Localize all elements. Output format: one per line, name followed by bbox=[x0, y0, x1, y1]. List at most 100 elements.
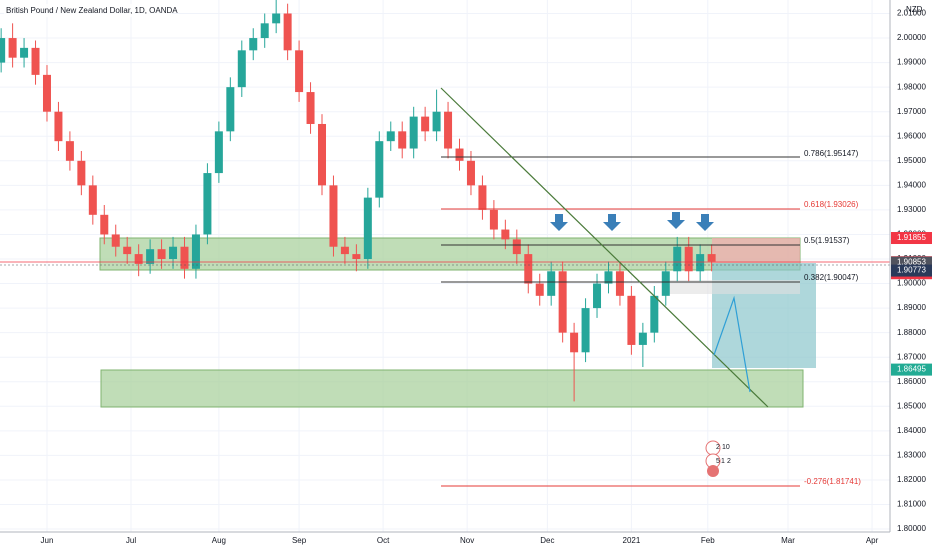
fib-label: 0.786(1.95147) bbox=[804, 149, 859, 158]
candle-body bbox=[673, 246, 682, 272]
target-zone bbox=[100, 369, 804, 408]
candle-body bbox=[558, 271, 567, 333]
y-tick-label: 1.83000 bbox=[897, 451, 926, 460]
candle-body bbox=[65, 141, 74, 161]
candle-body bbox=[501, 229, 510, 240]
candle-body bbox=[237, 50, 246, 88]
candle-body bbox=[398, 131, 407, 149]
candle-body bbox=[77, 160, 86, 186]
y-tick-label: 1.82000 bbox=[897, 475, 926, 484]
y-tick-label: 1.95000 bbox=[897, 156, 926, 165]
price-label: 1.86495 bbox=[897, 365, 926, 374]
candle-body bbox=[272, 13, 281, 24]
candle-body bbox=[524, 254, 533, 284]
candle-body bbox=[123, 246, 132, 255]
candle-body bbox=[100, 214, 109, 235]
x-tick-label: Oct bbox=[377, 536, 390, 545]
x-tick-label: Jun bbox=[41, 536, 54, 545]
y-tick-label: 1.99000 bbox=[897, 58, 926, 67]
y-tick-label: 1.86000 bbox=[897, 377, 926, 386]
y-tick-label: 1.80000 bbox=[897, 524, 926, 533]
gray-box bbox=[668, 280, 800, 294]
candle-body bbox=[409, 116, 418, 149]
arrow bbox=[696, 214, 714, 231]
icon-label: 1 bbox=[721, 458, 725, 465]
candle-body bbox=[88, 185, 97, 215]
candle-body bbox=[191, 234, 200, 269]
candle-body bbox=[363, 197, 372, 260]
x-tick-label: Sep bbox=[292, 536, 307, 545]
candle-body bbox=[111, 234, 120, 247]
y-tick-label: 1.98000 bbox=[897, 82, 926, 91]
event-icons: 2 10 5 1 2 bbox=[705, 440, 731, 477]
candle-body bbox=[283, 13, 292, 51]
candle-body bbox=[547, 271, 556, 296]
y-tick-label: 1.85000 bbox=[897, 401, 926, 410]
price-label: 1.91855 bbox=[897, 233, 926, 242]
candle-body bbox=[329, 185, 338, 247]
candle-body bbox=[489, 209, 498, 230]
y-tick-label: 1.97000 bbox=[897, 107, 926, 116]
candle-body bbox=[0, 38, 6, 63]
candle-body bbox=[306, 92, 315, 124]
candle-body bbox=[650, 295, 659, 333]
candle-body bbox=[638, 332, 647, 345]
candle-body bbox=[581, 308, 590, 353]
y-tick-label: 1.96000 bbox=[897, 131, 926, 140]
fib-label: 0.382(1.90047) bbox=[804, 273, 859, 282]
candle-body bbox=[180, 246, 189, 269]
candle-body bbox=[295, 50, 304, 93]
candle-body bbox=[203, 173, 212, 235]
icon-label: 10 bbox=[722, 444, 730, 451]
candle-body bbox=[8, 38, 17, 58]
candle-body bbox=[249, 38, 258, 51]
arrow bbox=[550, 214, 568, 231]
candle-body bbox=[615, 271, 624, 296]
candle-body bbox=[134, 254, 143, 264]
candle-body bbox=[696, 254, 705, 272]
axes: 1.80000 1.81000 1.82000 1.83000 1.84000 1.850… bbox=[41, 9, 932, 545]
candle-body bbox=[54, 111, 63, 142]
candle-body bbox=[214, 131, 223, 174]
support-zone bbox=[99, 237, 801, 271]
candle-body bbox=[466, 160, 475, 186]
price-label-bg bbox=[891, 363, 932, 376]
stop-box bbox=[712, 238, 800, 263]
icon-label: 5 bbox=[716, 458, 720, 465]
candle-body bbox=[432, 111, 441, 132]
candle-body bbox=[352, 254, 361, 260]
y-tick-label: 1.89000 bbox=[897, 303, 926, 312]
y-tick-label: 2.01000 bbox=[897, 9, 926, 18]
x-axis-strip bbox=[0, 532, 890, 550]
projection-path bbox=[713, 295, 751, 393]
y-tick-label: 1.88000 bbox=[897, 328, 926, 337]
candle-body bbox=[535, 283, 544, 296]
price-label-bg bbox=[891, 232, 932, 245]
trend-line bbox=[440, 87, 769, 408]
x-tick-label: 2021 bbox=[623, 536, 641, 545]
candle-body bbox=[340, 246, 349, 255]
x-tick-label: Aug bbox=[212, 536, 226, 545]
price-label: 1.90773 bbox=[897, 266, 926, 275]
candle-body bbox=[375, 141, 384, 198]
icon-label: 2 bbox=[727, 458, 731, 465]
arrow bbox=[667, 212, 685, 229]
y-tick-label: 1.87000 bbox=[897, 352, 926, 361]
y-tick-label: 1.93000 bbox=[897, 205, 926, 214]
candle-body bbox=[444, 111, 453, 149]
candles bbox=[0, 0, 716, 402]
fib-label: -0.276(1.81741) bbox=[804, 477, 861, 486]
candle-body bbox=[478, 185, 487, 210]
candle-body bbox=[20, 47, 29, 58]
price-label: 1.90853 bbox=[897, 258, 926, 267]
candle-body bbox=[421, 116, 430, 132]
candle-body bbox=[146, 249, 155, 264]
y-tick-label: 1.90000 bbox=[897, 279, 926, 288]
y-tick-label: 2.00000 bbox=[897, 33, 926, 42]
chart-title: British Pound / New Zealand Dollar, 1D, … bbox=[6, 6, 178, 15]
x-tick-label: Jul bbox=[126, 536, 136, 545]
fib-label: 0.618(1.93026) bbox=[804, 200, 859, 209]
candle-body bbox=[157, 249, 166, 260]
candle-body bbox=[570, 332, 579, 353]
